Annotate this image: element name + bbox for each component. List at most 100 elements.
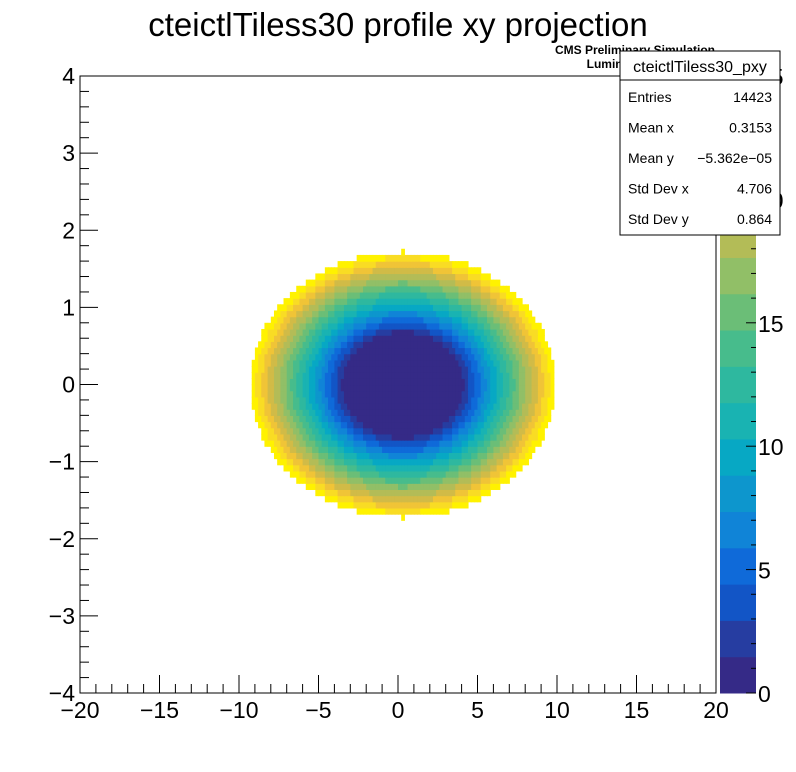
heatmap-cell [426, 477, 431, 484]
heatmap-cell [302, 298, 307, 305]
heatmap-cell [496, 415, 501, 423]
heatmap-cell [299, 477, 304, 484]
heatmap-cell [439, 396, 444, 404]
heatmap-cell [445, 261, 450, 268]
heatmap-cell [480, 359, 485, 367]
heatmap-cell [537, 403, 542, 410]
heatmap-cell [448, 378, 453, 386]
heatmap-cell [375, 501, 380, 509]
heatmap-cell [398, 372, 402, 379]
y-tick-label: −2 [49, 526, 75, 552]
heatmap-cell [308, 440, 313, 447]
heatmap-cell [375, 291, 380, 299]
heatmap-cell [448, 483, 453, 490]
heatmap-cell [372, 507, 377, 515]
heatmap-cell [280, 403, 285, 410]
heatmap-cell [432, 322, 437, 330]
heatmap-cell [429, 427, 434, 435]
heatmap-cell [417, 409, 421, 416]
heatmap-cell [417, 378, 421, 386]
heatmap-cell [363, 415, 367, 423]
heatmap-cell [308, 359, 313, 367]
heatmap-cell [407, 365, 412, 373]
heatmap-cell [258, 384, 262, 392]
heatmap-cell [410, 359, 415, 367]
heatmap-cell [410, 507, 415, 515]
heatmap-cell [312, 403, 316, 410]
heatmap-cell [528, 322, 533, 330]
heatmap-cell [264, 421, 269, 429]
heatmap-cell [324, 495, 329, 503]
heatmap-cell [283, 433, 288, 441]
heatmap-cell [343, 378, 348, 386]
heatmap-cell [366, 440, 370, 447]
heatmap-cell [359, 267, 364, 275]
heatmap-cell [340, 390, 345, 398]
heatmap-cell [448, 359, 453, 367]
heatmap-cell [372, 427, 377, 435]
heatmap-cell [321, 403, 326, 410]
heatmap-cell [347, 433, 351, 441]
heatmap-cell [277, 409, 281, 416]
heatmap-cell [515, 341, 520, 349]
heatmap-cell [340, 279, 345, 287]
heatmap-cell [283, 335, 288, 342]
heatmap-cell [289, 359, 294, 367]
heatmap-cell [417, 279, 421, 287]
heatmap-cell [337, 273, 342, 281]
heatmap-cell [461, 427, 466, 435]
heatmap-cell [423, 316, 428, 324]
heatmap-cell [499, 470, 504, 478]
heatmap-cell [251, 390, 256, 398]
heatmap-cell [534, 372, 539, 379]
heatmap-cell [308, 372, 313, 379]
heatmap-cell [308, 291, 313, 299]
heatmap-cell [331, 365, 335, 373]
heatmap-cell [420, 409, 425, 416]
heatmap-cell [518, 328, 523, 336]
heatmap-cell [439, 433, 444, 441]
heatmap-cell [280, 347, 285, 355]
heatmap-cell [394, 267, 399, 275]
heatmap-cell [350, 322, 355, 330]
heatmap-cell [420, 396, 425, 404]
heatmap-cell [324, 365, 329, 373]
heatmap-cell [452, 261, 456, 268]
heatmap-cell [477, 372, 482, 379]
heatmap-cell [455, 261, 460, 268]
heatmap-cell [474, 384, 479, 392]
heatmap-cell [496, 396, 501, 404]
heatmap-cell [353, 291, 358, 299]
heatmap-cell [541, 378, 545, 386]
heatmap-cell [359, 316, 364, 324]
heatmap-cell [455, 396, 460, 404]
heatmap-cell [398, 390, 402, 398]
heatmap-cell [328, 470, 332, 478]
heatmap-cell [413, 489, 418, 497]
heatmap-cell [448, 489, 453, 497]
heatmap-cell [467, 421, 472, 429]
heatmap-cell [324, 267, 329, 275]
heatmap-cell [423, 440, 428, 447]
heatmap-cell [347, 470, 351, 478]
heatmap-cell [353, 458, 358, 466]
x-axis: −20 −15 −10 −5 0 5 10 15 20 [60, 675, 729, 723]
heatmap-cell [544, 390, 549, 398]
heatmap-cell [448, 291, 453, 299]
heatmap-cell [388, 483, 393, 490]
heatmap-cell [289, 464, 294, 472]
heatmap-cell [509, 384, 514, 392]
heatmap-cell [375, 507, 380, 515]
heatmap-cell [340, 267, 345, 275]
heatmap-cell [461, 396, 466, 404]
heatmap-cell [480, 427, 485, 435]
heatmap-cell [544, 347, 549, 355]
heatmap-cell [353, 310, 358, 318]
heatmap-cell [343, 483, 348, 490]
heatmap-cell [293, 446, 297, 453]
heatmap-cell [471, 347, 475, 355]
heatmap-cell [363, 365, 367, 373]
heatmap-cell [366, 335, 370, 342]
heatmap-cell [528, 328, 533, 336]
heatmap-cell [512, 341, 517, 349]
